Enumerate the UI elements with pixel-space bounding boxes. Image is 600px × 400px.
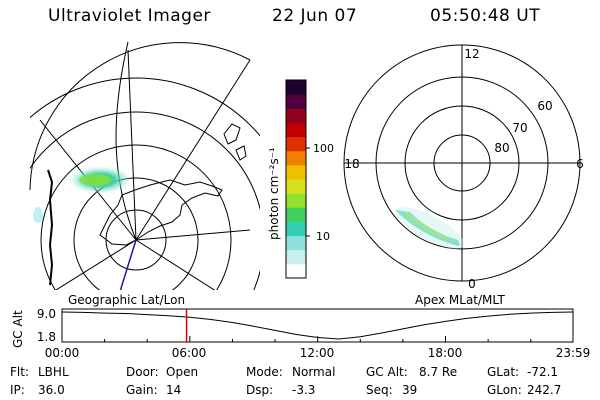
info-gain-label: Gain:: [126, 383, 158, 397]
colorbar-tick-label-100: 100: [313, 142, 334, 155]
polar-panel-label: Apex MLat/MLT: [415, 293, 505, 307]
polar-lat-label-80: 80: [494, 141, 509, 155]
timeline-xtick-2359: 23:59: [556, 346, 591, 360]
info-gcalt-label: GC Alt:: [366, 365, 408, 379]
colorbar-band: [286, 221, 306, 237]
timeline-xtick-marks: [61, 336, 574, 342]
geo-aurora-core: [79, 174, 111, 186]
geo-panel-label: Geographic Lat/Lon: [68, 293, 185, 307]
geographic-panel: [30, 42, 260, 290]
colorbar-band: [286, 80, 306, 95]
polar-aurora-halo: [395, 207, 465, 249]
colorbar-frame: [285, 79, 307, 279]
colorbar-band: [286, 193, 306, 208]
info-gcalt-value: 8.7 Re: [419, 365, 457, 379]
gc-alt-series-line: [61, 311, 574, 340]
timeline-plot: GC Alt 9.0 1.8 00:00 06:00 12:00 18:00 2…: [11, 307, 590, 360]
colorbar-band: [286, 249, 306, 265]
colorbar-band: [286, 164, 306, 180]
info-glon-value: 242.7: [527, 383, 561, 397]
timeline-xtick-1800: 18:00: [428, 346, 463, 360]
info-mode-label: Mode:: [246, 365, 283, 379]
info-ip-value: 36.0: [38, 383, 65, 397]
colorbar-band: [286, 122, 306, 138]
info-glon-label: GLon:: [487, 383, 522, 397]
date-label: 22 Jun 07: [272, 6, 358, 26]
info-flt-value: LBHL: [38, 365, 69, 379]
info-flt-label: Flt:: [10, 365, 29, 379]
polar-mlt-label-0: 0: [468, 277, 476, 291]
colorbar-band: [286, 108, 306, 123]
colorbar-unit-label: photon cm⁻²s⁻¹: [267, 147, 281, 240]
colorbar: 100 10 photon cm⁻²s⁻¹: [267, 79, 334, 279]
timeline-ytick-9: 9.0: [37, 307, 56, 321]
info-gain-value: 14: [166, 383, 181, 397]
geo-coastlines: [47, 123, 247, 286]
polar-mlt-label-6: 6: [576, 157, 584, 171]
geo-meridians: [39, 42, 251, 290]
polar-mlt-label-18: 18: [344, 157, 359, 171]
time-label: 05:50:48 UT: [430, 6, 541, 26]
info-panel: Flt: LBHL Door: Open Mode: Normal GC Alt…: [10, 365, 561, 397]
timeline-xtick-0000: 00:00: [45, 346, 80, 360]
info-glat-value: -72.1: [527, 365, 558, 379]
timeline-ylabel: GC Alt: [11, 310, 25, 348]
polar-mlt-label-12: 12: [464, 47, 479, 61]
polar-lat-label-60: 60: [537, 99, 552, 113]
info-door-value: Open: [166, 365, 198, 379]
geo-aurora-edge: [33, 207, 43, 223]
colorbar-band: [286, 263, 306, 279]
colorbar-band: [286, 94, 306, 109]
info-seq-value: 39: [402, 383, 417, 397]
colorbar-band: [286, 136, 306, 152]
timeline-xtick-0600: 06:00: [172, 346, 207, 360]
geo-outer-arc: [29, 42, 251, 191]
colorbar-bands: [286, 80, 306, 279]
colorbar-band: [286, 235, 306, 251]
info-seq-label: Seq:: [366, 383, 393, 397]
info-dsp-value: -3.3: [292, 383, 315, 397]
polar-lat-label-70: 70: [512, 121, 527, 135]
info-mode-value: Normal: [292, 365, 335, 379]
colorbar-band: [286, 179, 306, 194]
info-door-label: Door:: [126, 365, 159, 379]
info-dsp-label: Dsp:: [246, 383, 273, 397]
colorbar-band: [286, 207, 306, 222]
colorbar-band: [286, 150, 306, 166]
timeline-xtick-1200: 12:00: [300, 346, 335, 360]
timeline-ytick-1-8: 1.8: [37, 330, 56, 344]
info-glat-label: GLat:: [487, 365, 519, 379]
colorbar-tick-label-10: 10: [316, 230, 330, 243]
info-ip-label: IP:: [10, 383, 25, 397]
instrument-title: Ultraviolet Imager: [48, 6, 211, 26]
polar-panel: 12 18 6 0 60 70 80: [343, 44, 584, 291]
polar-aurora-core: [403, 211, 451, 242]
satellite-footprint-line: [119, 239, 137, 290]
